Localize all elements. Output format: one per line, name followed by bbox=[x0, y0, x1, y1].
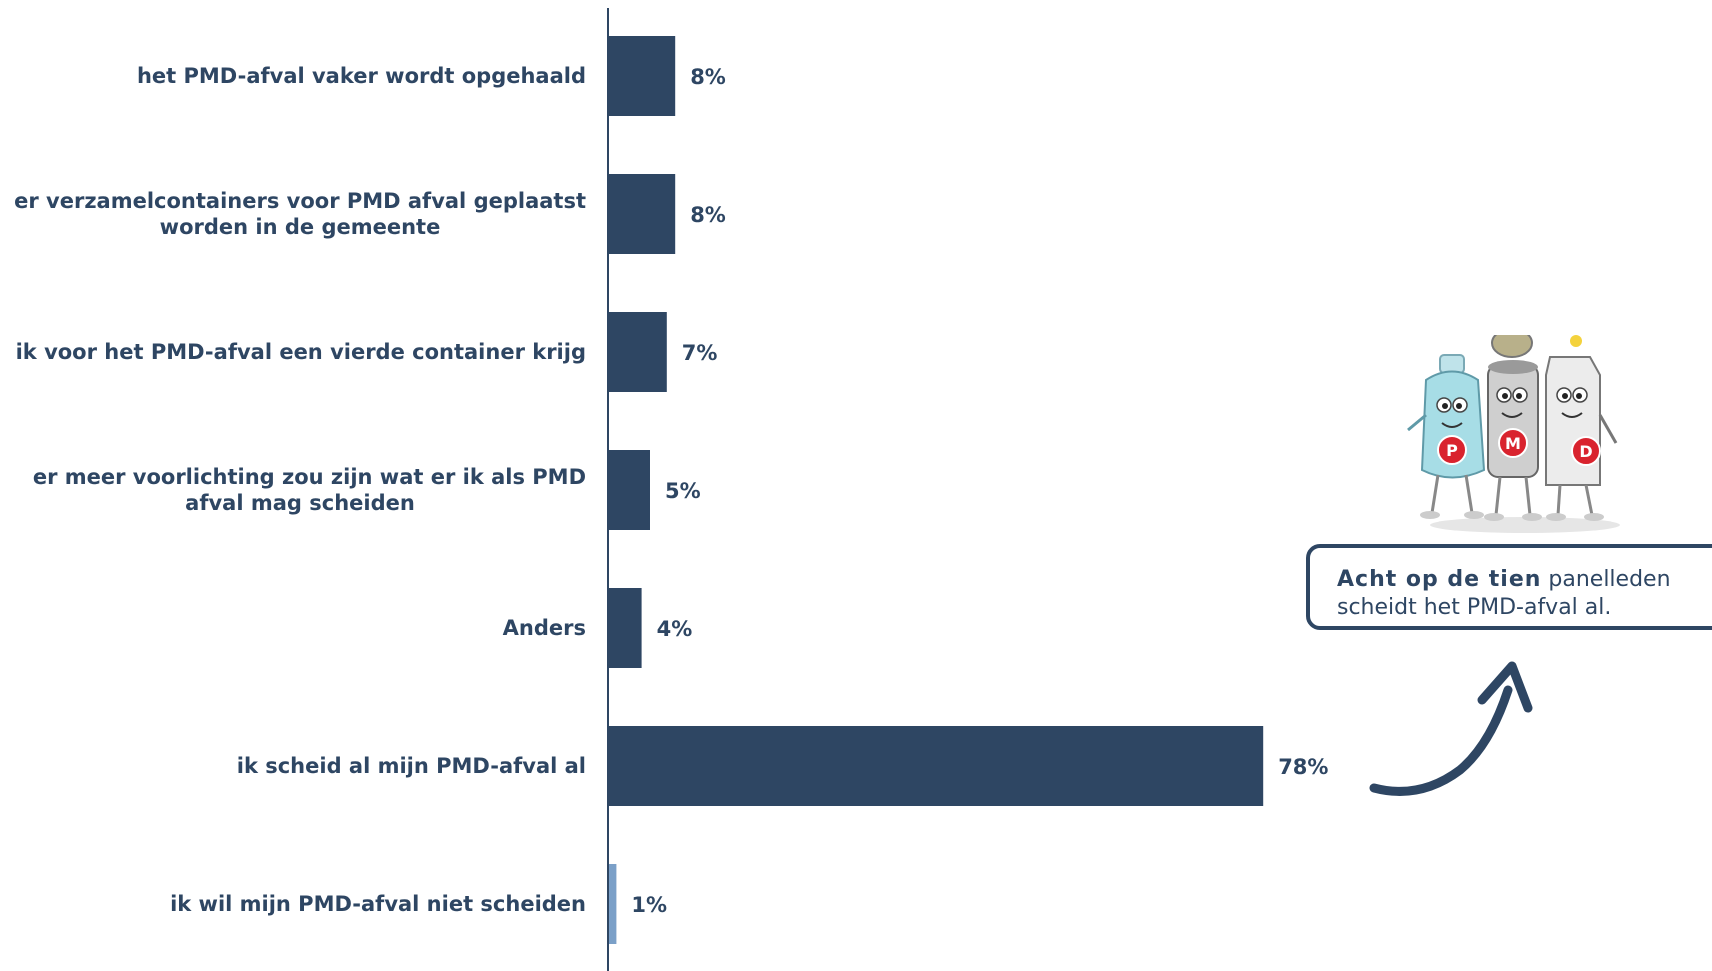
can-mascot-icon: M bbox=[1484, 335, 1542, 521]
value-label: 78% bbox=[1278, 755, 1328, 779]
curved-arrow-icon bbox=[1369, 661, 1533, 796]
value-label: 4% bbox=[657, 617, 693, 641]
value-label: 7% bbox=[682, 341, 718, 365]
bar bbox=[608, 450, 650, 530]
category-label-line: er verzamelcontainers voor PMD afval gep… bbox=[14, 189, 586, 213]
category-label-line: afval mag scheiden bbox=[185, 491, 415, 515]
value-label: 1% bbox=[631, 893, 667, 917]
svg-text:P: P bbox=[1446, 441, 1458, 460]
callout-bold-text: Acht op de tien bbox=[1337, 567, 1542, 592]
category-labels-group: het PMD-afval vaker wordt opgehaald er ve… bbox=[14, 64, 586, 916]
svg-text:M: M bbox=[1505, 434, 1521, 453]
value-labels-group: 8% 8% 7% 5% 4% 78% 1% bbox=[631, 65, 1328, 917]
callout-rest-text: panelleden scheidt het PMD-afval al. bbox=[1337, 567, 1671, 620]
bar bbox=[608, 726, 1264, 806]
category-label: ik scheid al mijn PMD-afval al bbox=[237, 754, 586, 778]
value-label: 8% bbox=[690, 65, 726, 89]
pmd-mascots-icon: P M D bbox=[1407, 335, 1620, 533]
category-label: ik voor het PMD-afval een vierde contain… bbox=[16, 340, 586, 364]
callout-box: Acht op de tien panelleden scheidt het P… bbox=[1306, 544, 1712, 630]
svg-text:D: D bbox=[1579, 442, 1592, 461]
category-label-line: er meer voorlichting zou zijn wat er ik … bbox=[33, 465, 586, 489]
category-label: Anders bbox=[503, 616, 586, 640]
value-label: 8% bbox=[690, 203, 726, 227]
bar bbox=[608, 312, 667, 392]
bars-group bbox=[608, 36, 1264, 944]
carton-mascot-icon: D bbox=[1545, 335, 1618, 521]
category-label-line: worden in de gemeente bbox=[160, 215, 441, 239]
category-label: het PMD-afval vaker wordt opgehaald bbox=[137, 64, 586, 88]
category-label: ik wil mijn PMD-afval niet scheiden bbox=[170, 892, 586, 916]
category-label: er meer voorlichting zou zijn wat er ik … bbox=[33, 465, 586, 515]
bar bbox=[608, 588, 642, 668]
category-label: er verzamelcontainers voor PMD afval gep… bbox=[14, 189, 586, 239]
bar bbox=[608, 864, 617, 944]
bar bbox=[608, 174, 676, 254]
bar bbox=[608, 36, 676, 116]
value-label: 5% bbox=[665, 479, 701, 503]
bottle-mascot-icon: P bbox=[1407, 354, 1486, 519]
